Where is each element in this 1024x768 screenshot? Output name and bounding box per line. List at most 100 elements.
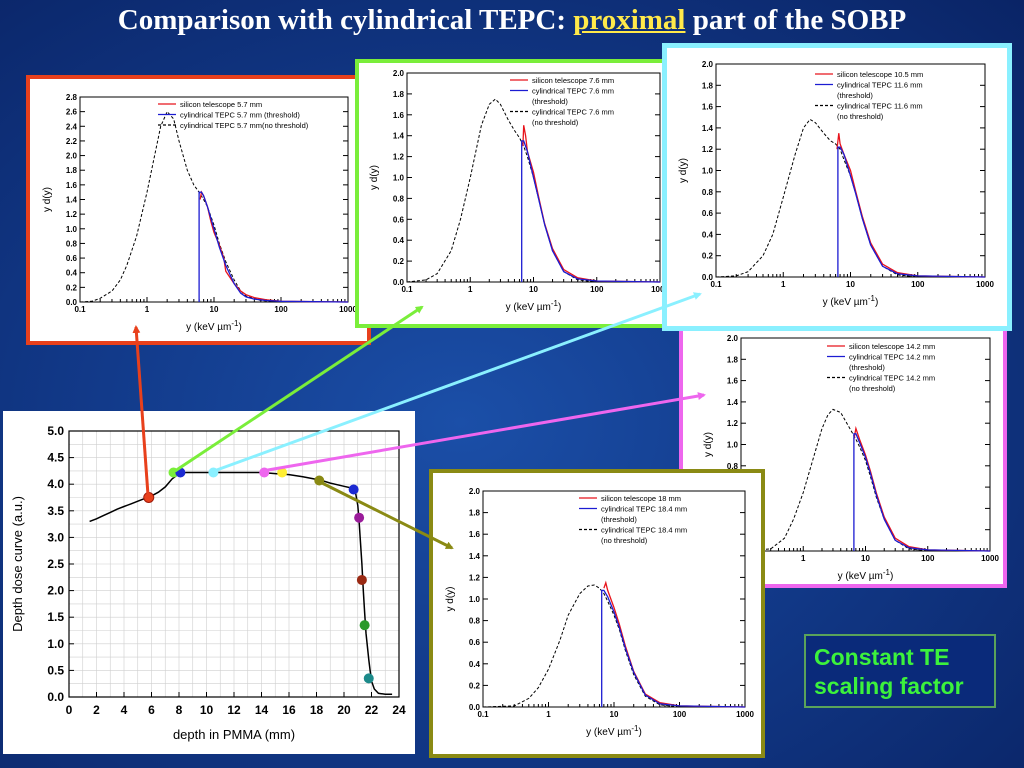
y-tick-label: 0.0 (66, 298, 78, 307)
legend-label: (no threshold) (601, 536, 648, 545)
series-tepc-threshold (853, 433, 991, 552)
y-tick-label: 2.5 (47, 557, 64, 571)
x-tick-label: 1 (801, 554, 806, 563)
x-tick-label: 0.1 (74, 305, 86, 314)
y-tick-label: 3.5 (47, 504, 64, 518)
panel-frame-18mm: 0.1 1 10 100 1000 0.0 0.2 0.4 0.6 0.8 1.0 1.2 1.4 1.6… (429, 469, 765, 758)
legend-label: (threshold) (849, 363, 885, 372)
connector-arrow (132, 325, 150, 496)
x-tick-label: 12 (227, 703, 241, 717)
x-tick-label: 1000 (981, 554, 999, 563)
series-tepc-threshold (837, 146, 986, 278)
panel-frame-7-6mm: 0.1 1 10 100 1000 0.0 0.2 0.4 0.6 0.8 1.0 1.2 1.4 1.6… (355, 59, 670, 328)
connector-arrow (174, 305, 424, 473)
y-tick-label: 1.8 (727, 355, 739, 364)
y-tick-label: 0.6 (702, 209, 714, 218)
x-tick-label: 0 (66, 703, 73, 717)
y-tick-label: 1.0 (47, 637, 64, 651)
y-tick-label: 0.2 (469, 681, 481, 690)
y-tick-label: 0.2 (66, 283, 78, 292)
y-tick-label: 0.0 (469, 703, 481, 712)
spectrum-chart-11-6mm: 0.1 1 10 100 1000 0.0 0.2 0.4 0.6 0.8 1.0 1.2 1.4 1.6… (678, 60, 994, 308)
connector-arrow (317, 479, 454, 550)
x-tick-label: 1000 (976, 280, 994, 289)
x-tick-label: 100 (673, 710, 687, 719)
x-tick-label: 6 (148, 703, 155, 717)
legend-label: cylindrical TEPC 11.6 mm (837, 102, 923, 111)
x-tick-label: 10 (210, 305, 219, 314)
y-axis-label: y d(y) (703, 432, 714, 457)
x-tick-label: 1 (468, 285, 473, 294)
x-tick-label: 0.1 (401, 285, 413, 294)
y-axis-label: y d(y) (369, 165, 380, 190)
y-tick-label: 0.8 (702, 188, 714, 197)
x-tick-label: 100 (274, 305, 288, 314)
y-tick-label: 2.0 (47, 584, 64, 598)
y-tick-label: 1.8 (66, 166, 78, 175)
legend-label: cylindrical TEPC 5.7 mm(no threshold) (180, 121, 309, 130)
x-tick-label: 2 (93, 703, 100, 717)
y-axis-label: y d(y) (42, 187, 53, 212)
y-tick-label: 1.2 (66, 210, 78, 219)
y-tick-label: 1.2 (702, 145, 714, 154)
x-tick-label: 100 (590, 285, 604, 294)
x-tick-label: 1000 (651, 285, 666, 294)
panel-frame-11-6mm: 0.1 1 10 100 1000 0.0 0.2 0.4 0.6 0.8 1.0 1.2 1.4 1.6… (662, 43, 1012, 331)
x-tick-label: 1 (781, 280, 786, 289)
connector-arrow (213, 292, 702, 473)
depth-marker (348, 484, 359, 495)
y-tick-label: 4.5 (47, 451, 64, 465)
y-tick-label: 0.0 (393, 278, 405, 287)
spectrum-chart-5-7mm: 0.1 1 10 100 1000 0.0 0.2 0.4 0.6 0.8 1.0 1.2 1.4 1.6… (42, 93, 357, 333)
series-tepc-threshold (521, 140, 661, 283)
legend-label: cylindrical TEPC 14.2 mm (849, 374, 935, 383)
y-tick-label: 1.2 (727, 419, 739, 428)
depth-marker (363, 673, 374, 684)
depth-marker (354, 512, 365, 523)
y-tick-label: 0.8 (727, 462, 739, 471)
y-tick-label: 0.0 (702, 273, 714, 282)
series-tepc-threshold (601, 589, 746, 708)
y-tick-label: 2.2 (66, 137, 78, 146)
depth-marker (277, 467, 288, 478)
legend-label: cylindrical TEPC 14.2 mm (849, 353, 935, 362)
depth-dose-plot: 0 2 4 6 8 10 12 14 16 18 20 22 240.00.51.01.52.02.53… (10, 424, 406, 742)
y-tick-label: 0.6 (469, 638, 481, 647)
y-tick-label: 0.8 (393, 194, 405, 203)
x-tick-label: 22 (365, 703, 379, 717)
y-tick-label: 2.0 (66, 152, 78, 161)
legend-label: cylindrical TEPC 18.4 mm (601, 505, 687, 514)
y-tick-label: 0.6 (66, 254, 78, 263)
spectrum-chart-18mm: 0.1 1 10 100 1000 0.0 0.2 0.4 0.6 0.8 1.0 1.2 1.4 1.6… (445, 487, 754, 738)
x-axis-label: y (keV µm-1) (506, 299, 562, 313)
slide-title: Comparison with cylindrical TEPC: proxim… (0, 4, 1024, 37)
y-tick-label: 1.0 (727, 441, 739, 450)
y-tick-label: 1.8 (469, 509, 481, 518)
x-tick-label: 100 (911, 280, 925, 289)
x-tick-label: 10 (861, 554, 870, 563)
x-tick-label: 0.1 (477, 710, 489, 719)
y-tick-label: 1.8 (393, 90, 405, 99)
legend-label: cylindrical TEPC 7.6 mm (532, 108, 614, 117)
x-tick-label: 24 (392, 703, 406, 717)
y-tick-label: 1.2 (469, 573, 481, 582)
y-tick-label: 0.5 (47, 663, 64, 677)
y-tick-label: 1.4 (702, 124, 714, 133)
y-tick-label: 1.8 (702, 81, 714, 90)
x-axis-label: depth in PMMA (mm) (173, 727, 295, 742)
y-tick-label: 0.4 (393, 236, 405, 245)
y-tick-label: 1.6 (469, 530, 481, 539)
y-tick-label: 1.0 (469, 595, 481, 604)
legend-label: (no threshold) (849, 384, 896, 393)
y-tick-label: 1.4 (393, 132, 405, 141)
x-tick-label: 1000 (339, 305, 357, 314)
y-axis-label: y d(y) (678, 158, 689, 183)
depth-dose-chart: 0 2 4 6 8 10 12 14 16 18 20 22 24 0.0 0.5 1.0 1.5 2.0 2.5 3… (3, 411, 415, 754)
legend-label: cylindrical TEPC 5.7 mm (threshold) (180, 111, 300, 120)
y-tick-label: 1.4 (66, 196, 78, 205)
y-tick-label: 2.0 (727, 334, 739, 343)
y-tick-label: 1.6 (727, 377, 739, 386)
y-tick-label: 1.4 (469, 552, 481, 561)
title-part-1: Comparison with cylindrical TEPC: (117, 4, 574, 36)
